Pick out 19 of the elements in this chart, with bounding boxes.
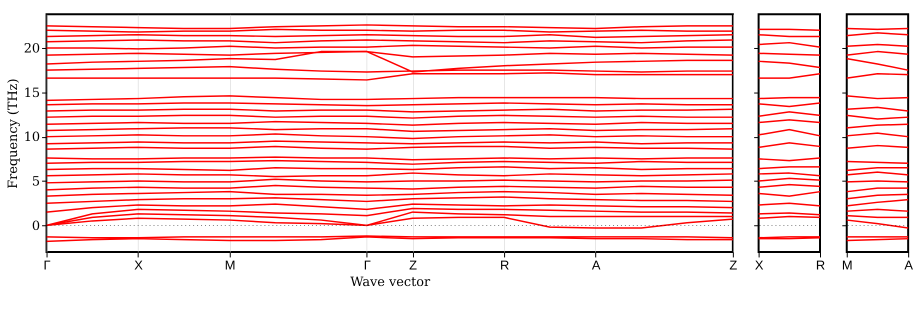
x-axis-title: Wave vector — [350, 275, 431, 290]
x-tick-label: X — [754, 257, 764, 272]
x-tick-label: X — [134, 257, 144, 272]
x-tick-label: M — [224, 257, 236, 272]
x-tick-label: Z — [729, 257, 738, 272]
y-tick-label: 0 — [32, 218, 40, 234]
x-tick-label: R — [816, 257, 826, 272]
x-tick-label: Γ — [364, 257, 371, 272]
x-tick-label: Z — [409, 257, 418, 272]
y-tick-label: 5 — [32, 174, 40, 190]
y-tick-label: 15 — [24, 86, 40, 101]
y-tick-label: 10 — [24, 130, 40, 146]
y-tick-label: 20 — [24, 41, 40, 56]
y-axis-title: Frequency (THz) — [6, 78, 21, 189]
x-tick-label: R — [500, 257, 510, 272]
x-tick-label: M — [842, 257, 853, 272]
x-tick-label: A — [904, 257, 914, 272]
x-tick-label: A — [592, 257, 601, 272]
x-tick-label: Γ — [43, 257, 51, 272]
